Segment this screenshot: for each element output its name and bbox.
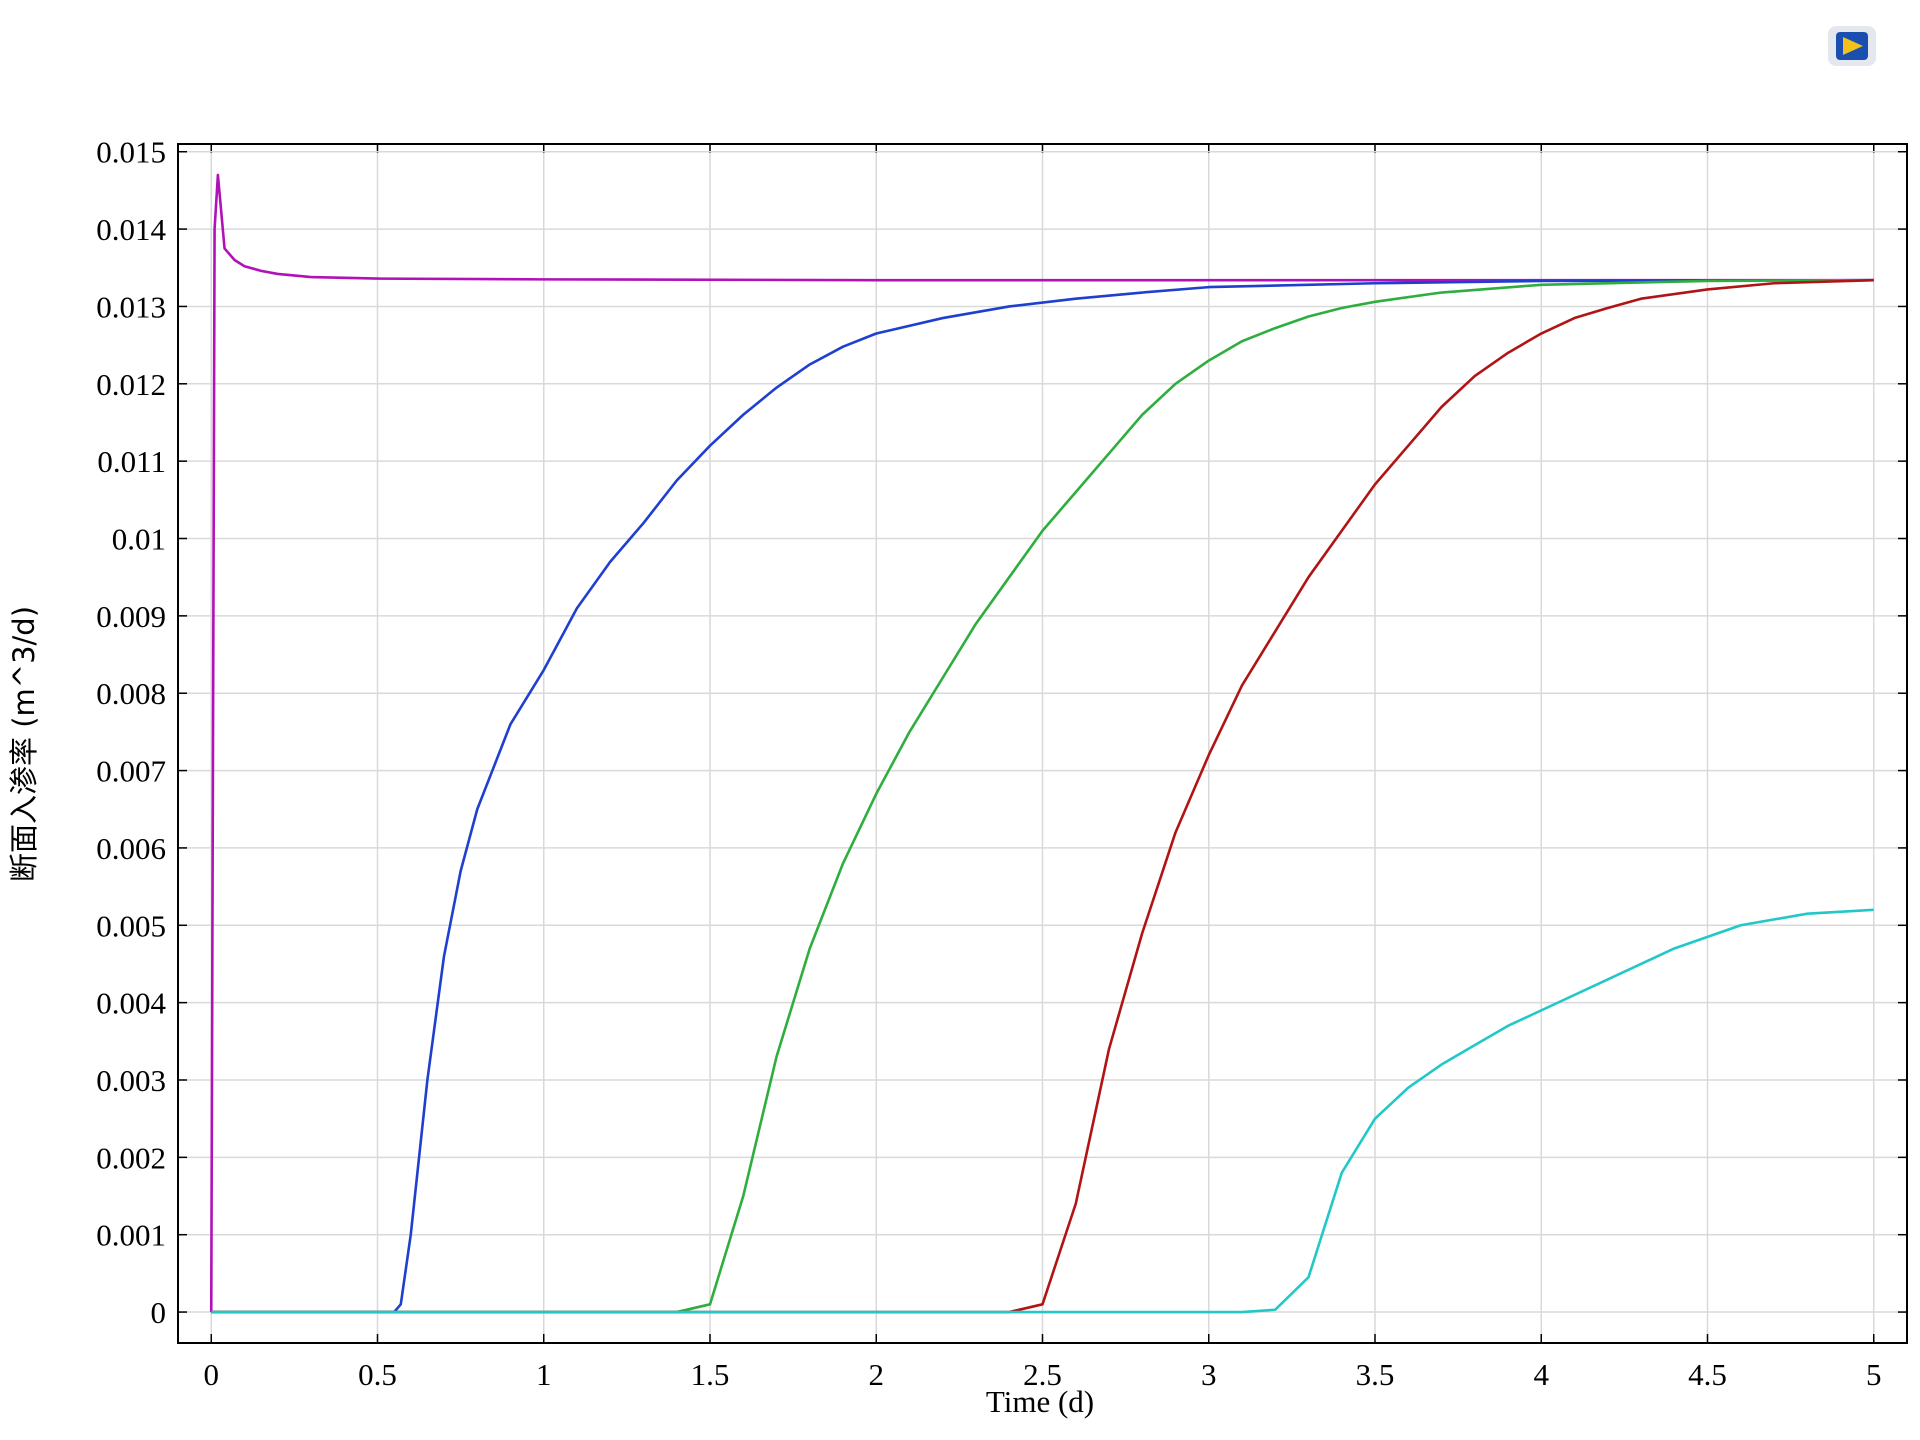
data-line (211, 908, 1874, 1314)
x-tick-label: 1 (536, 1357, 552, 1392)
x-axis-label: Time (d) (986, 1384, 1094, 1419)
y-tick-label: 0.001 (96, 1218, 166, 1253)
y-tick-label: 0.012 (96, 367, 166, 402)
y-tick-label: 0 (151, 1295, 167, 1330)
y-tick-label: 0.009 (96, 599, 166, 634)
x-tick-label: 5 (1866, 1357, 1882, 1392)
x-tick-label: 0.5 (358, 1357, 397, 1392)
data-line (211, 278, 1874, 1314)
data-line (211, 278, 1874, 1314)
y-tick-label: 0.004 (96, 986, 166, 1021)
y-tick-label: 0.01 (112, 522, 166, 557)
x-tick-label: 4 (1534, 1357, 1550, 1392)
y-axis-label: 断面入渗率 (m^3/d) (7, 606, 41, 882)
y-tick-label: 0.005 (96, 908, 166, 943)
y-tick-label: 0.007 (96, 754, 166, 789)
data-line (209, 173, 1874, 1313)
x-tick-label: 3 (1201, 1357, 1217, 1392)
y-tick-label: 0.011 (97, 444, 166, 479)
y-tick-label: 0.003 (96, 1063, 166, 1098)
y-tick-label: 0.008 (96, 676, 166, 711)
x-tick-label: 1.5 (691, 1357, 730, 1392)
logo (1828, 26, 1876, 66)
plot-frame (177, 143, 1908, 1344)
x-tick-label: 2 (869, 1357, 885, 1392)
y-tick-label: 0.013 (96, 289, 166, 324)
x-tick-label: 0 (204, 1357, 220, 1392)
y-tick-label: 0.006 (96, 831, 166, 866)
y-tick-label: 0.015 (96, 135, 166, 170)
data-line (211, 278, 1874, 1314)
x-tick-label: 3.5 (1356, 1357, 1395, 1392)
y-tick-label: 0.014 (96, 212, 166, 247)
y-tick-label: 0.002 (96, 1140, 166, 1175)
x-tick-label: 2.5 (1023, 1357, 1062, 1392)
x-tick-label: 4.5 (1688, 1357, 1727, 1392)
